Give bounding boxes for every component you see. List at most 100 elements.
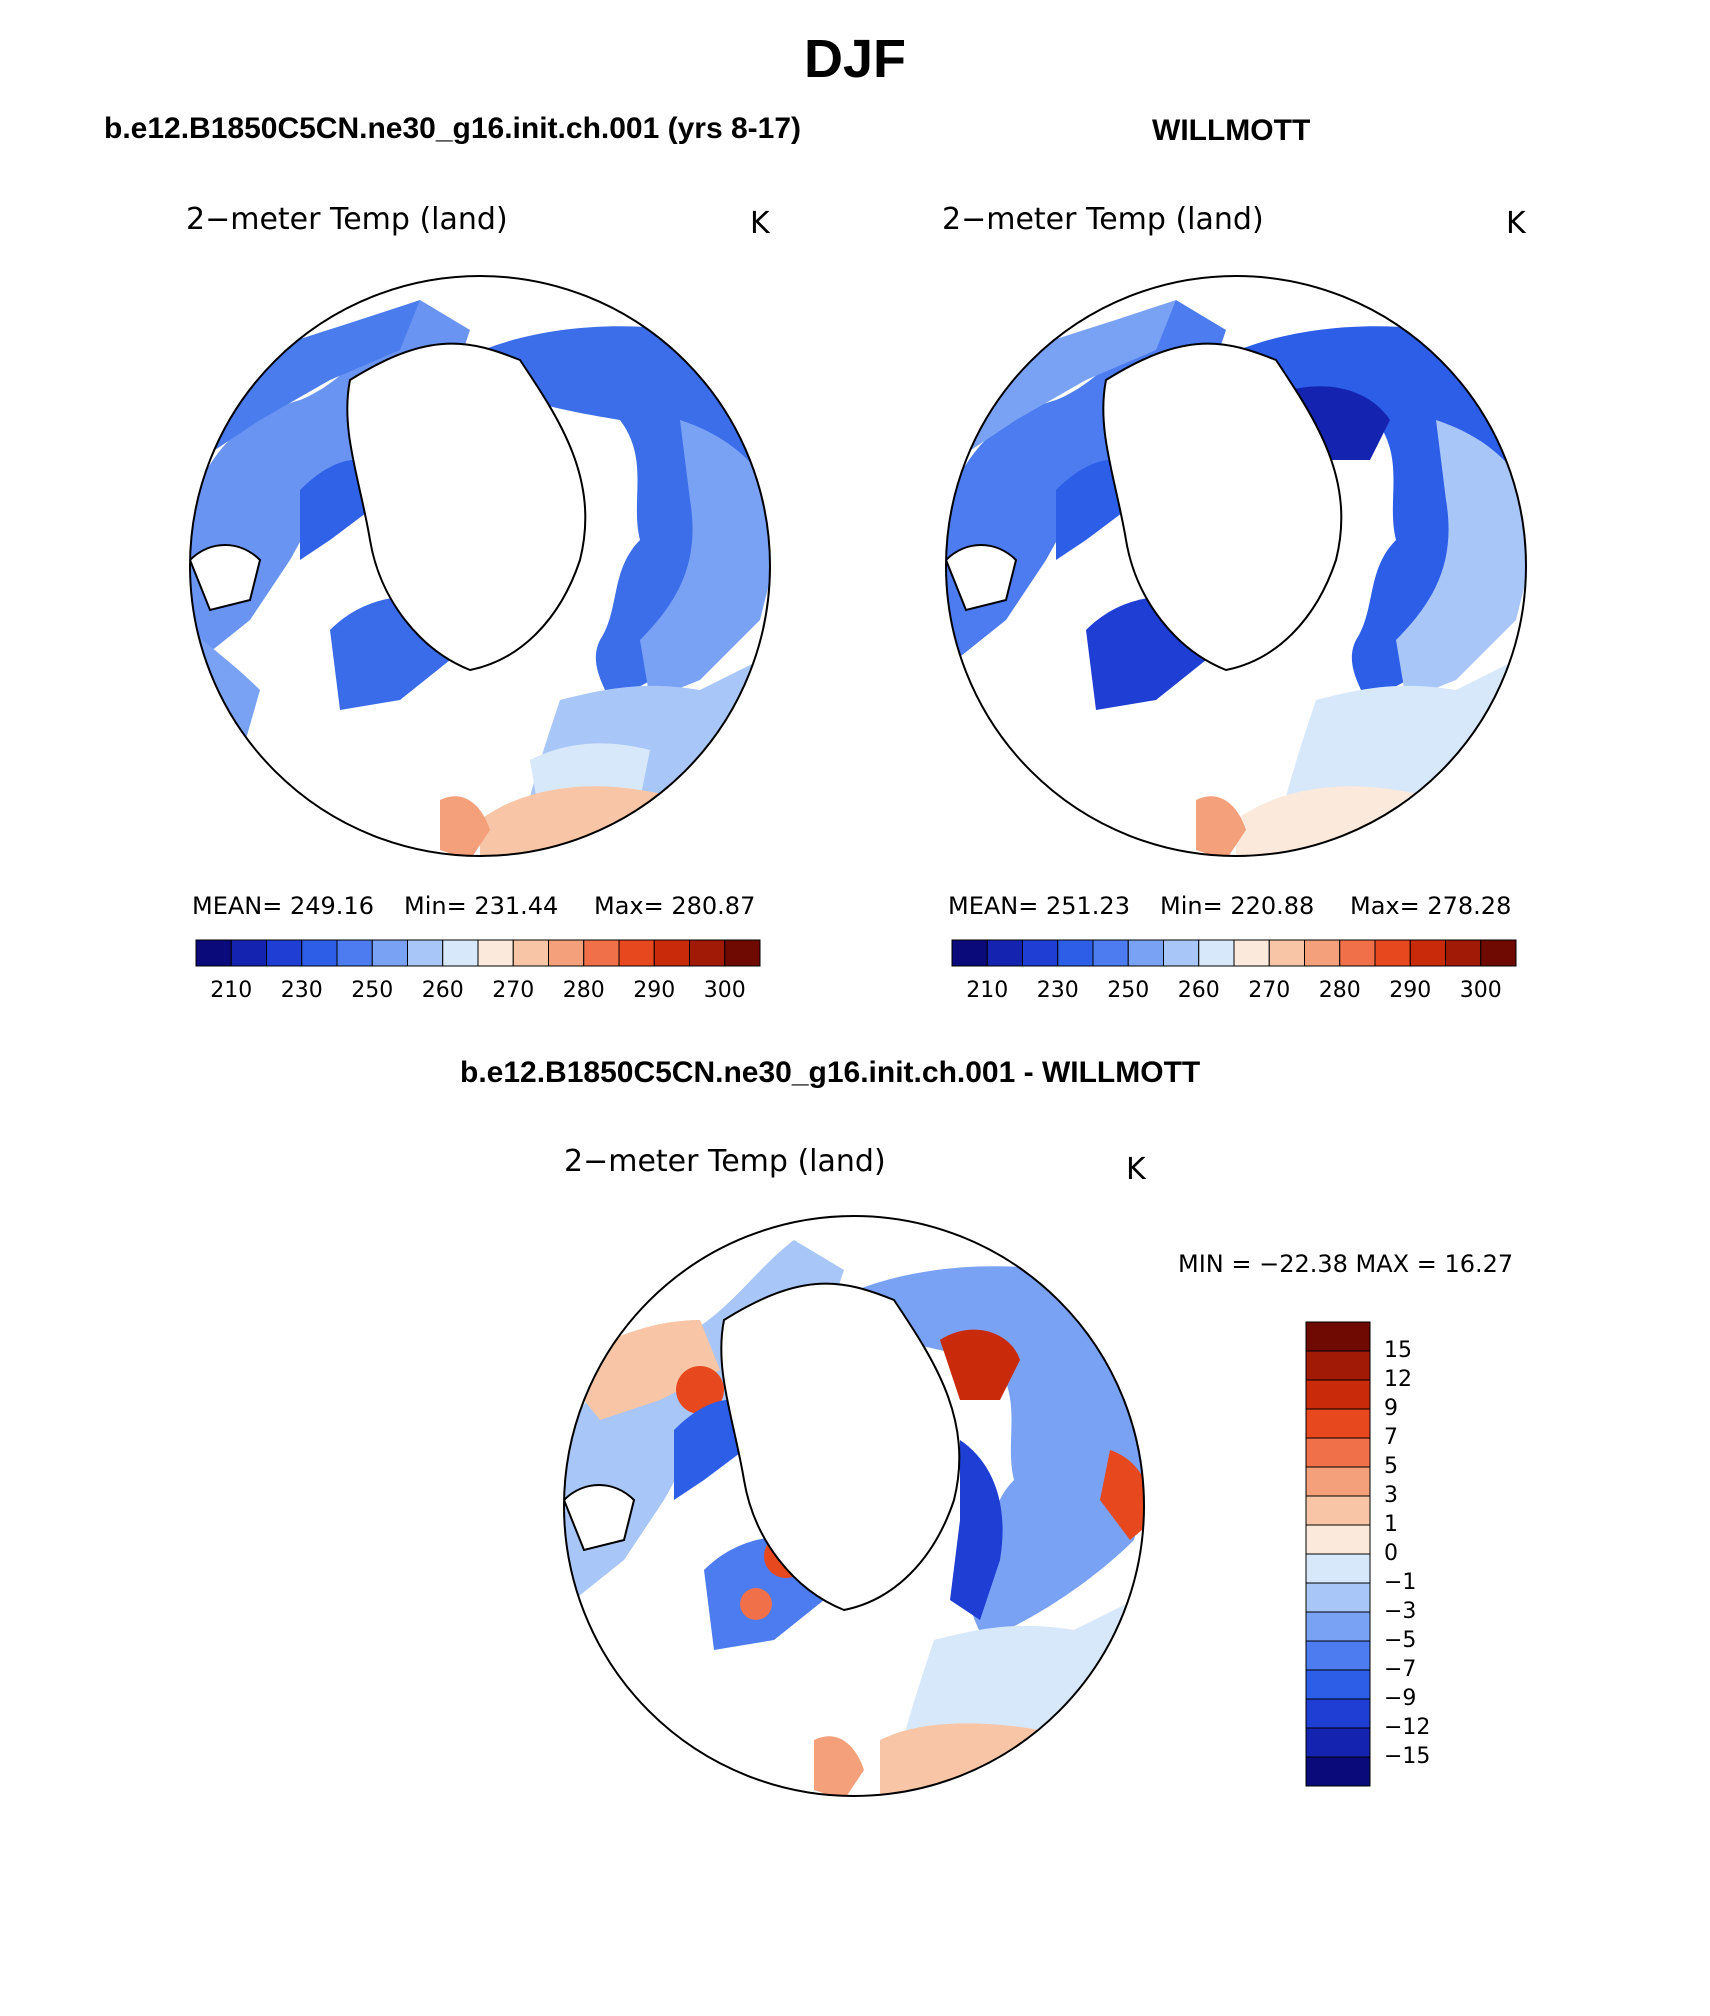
model-colorbar-tick-label: 250 xyxy=(351,978,394,1003)
obs-colorbar xyxy=(951,939,1517,967)
diff-colorbar-box xyxy=(1305,1408,1371,1439)
diff-colorbar-box xyxy=(1305,1611,1371,1642)
model-colorbar-box xyxy=(583,939,620,967)
model-arctic-ocean xyxy=(346,342,587,672)
model-colorbar-box xyxy=(442,939,479,967)
diff-minmax-stat: MIN = −22.38 MAX = 16.27 xyxy=(1178,1250,1514,1278)
model-colorbar-box xyxy=(407,939,444,967)
diff-colorbar xyxy=(1305,1321,1371,1787)
obs-map xyxy=(946,276,1526,856)
obs-min-stat: Min= 220.88 xyxy=(1160,892,1315,920)
obs-arctic-ocean xyxy=(1102,342,1343,672)
diff-cold-anomaly-siberia xyxy=(950,1440,1003,1620)
figure-title: DJF xyxy=(803,29,906,89)
obs-colorbar-box xyxy=(1163,939,1200,967)
obs-variable-label: 2−meter Temp (land) xyxy=(942,202,1264,237)
obs-colorbar-box xyxy=(1022,939,1059,967)
model-colorbar-box xyxy=(689,939,726,967)
obs-colorbar-box xyxy=(1304,939,1341,967)
diff-variable-label: 2−meter Temp (land) xyxy=(564,1144,886,1179)
model-min-stat: Min= 231.44 xyxy=(404,892,559,920)
diff-colorbar-tick-label: −12 xyxy=(1384,1715,1431,1740)
obs-colorbar-box xyxy=(1233,939,1270,967)
diff-colorbar-box xyxy=(1305,1756,1371,1787)
diff-units-label: K xyxy=(1126,1152,1146,1187)
model-colorbar-box xyxy=(195,939,232,967)
diff-colorbar-box xyxy=(1305,1437,1371,1468)
diff-colorbar-box xyxy=(1305,1321,1371,1352)
diff-colorbar-tick-label: 0 xyxy=(1384,1541,1398,1566)
diff-arctic-ocean xyxy=(720,1282,961,1612)
model-colorbar-box xyxy=(724,939,761,967)
model-colorbar-box xyxy=(371,939,408,967)
diff-colorbar-tick-label: −15 xyxy=(1384,1744,1431,1769)
model-colorbar-tick-label: 280 xyxy=(562,978,605,1003)
obs-colorbar-box xyxy=(1057,939,1094,967)
obs-colorbar-tick-label: 210 xyxy=(966,978,1009,1003)
model-british-isles xyxy=(440,796,490,856)
diff-british-isles xyxy=(814,1736,864,1796)
obs-max-stat: Max= 278.28 xyxy=(1350,892,1512,920)
model-colorbar-tick-label: 210 xyxy=(210,978,253,1003)
diff-colorbar-tick-label: 7 xyxy=(1384,1425,1398,1450)
obs-colorbar-box xyxy=(1339,939,1376,967)
model-colorbar xyxy=(195,939,761,967)
diff-colorbar-tick-label: −3 xyxy=(1384,1599,1417,1624)
obs-colorbar-box xyxy=(1198,939,1235,967)
obs-colorbar-tick-label: 250 xyxy=(1107,978,1150,1003)
diff-colorbar-tick-label: 5 xyxy=(1384,1454,1398,1479)
model-colorbar-box xyxy=(230,939,267,967)
obs-colorbar-tick-label: 280 xyxy=(1318,978,1361,1003)
obs-colorbar-box xyxy=(1374,939,1411,967)
model-colorbar-tick-label: 290 xyxy=(633,978,676,1003)
diff-colorbar-tick-label: 15 xyxy=(1384,1338,1412,1363)
model-colorbar-tick-label: 230 xyxy=(280,978,323,1003)
model-colorbar-box xyxy=(618,939,655,967)
diff-colorbar-tick-label: 12 xyxy=(1384,1367,1412,1392)
obs-colorbar-tick-label: 290 xyxy=(1389,978,1432,1003)
obs-british-isles xyxy=(1196,796,1246,856)
diff-colorbar-box xyxy=(1305,1669,1371,1700)
diff-hudson-bay xyxy=(564,1484,636,1552)
model-colorbar-box xyxy=(548,939,585,967)
diff-colorbar-tick-label: −9 xyxy=(1384,1686,1417,1711)
model-units-label: K xyxy=(750,206,770,241)
obs-colorbar-box xyxy=(951,939,988,967)
diff-colorbar-box xyxy=(1305,1727,1371,1758)
diff-colorbar-box xyxy=(1305,1553,1371,1584)
diff-colorbar-tick-label: −7 xyxy=(1384,1657,1417,1682)
obs-colorbar-box xyxy=(1092,939,1129,967)
model-hudson-bay xyxy=(190,544,262,612)
obs-colorbar-tick-label: 300 xyxy=(1459,978,1502,1003)
obs-units-label: K xyxy=(1506,206,1526,241)
diff-colorbar-box xyxy=(1305,1379,1371,1410)
model-max-stat: Max= 280.87 xyxy=(594,892,756,920)
obs-colorbar-box xyxy=(1127,939,1164,967)
model-colorbar-box xyxy=(477,939,514,967)
model-colorbar-tick-label: 300 xyxy=(703,978,746,1003)
obs-colorbar-box xyxy=(1445,939,1482,967)
model-colorbar-tick-label: 260 xyxy=(421,978,464,1003)
obs-mean-stat: MEAN= 251.23 xyxy=(948,892,1130,920)
diff-map xyxy=(564,1216,1144,1796)
model-colorbar-box xyxy=(266,939,303,967)
model-colorbar-tick-label: 270 xyxy=(492,978,535,1003)
model-colorbar-box xyxy=(512,939,549,967)
obs-colorbar-tick-label: 230 xyxy=(1036,978,1079,1003)
diff-warm-anomaly-siberia xyxy=(940,1329,1020,1400)
diff-colorbar-box xyxy=(1305,1350,1371,1381)
obs-colorbar-box xyxy=(1268,939,1305,967)
model-mean-stat: MEAN= 249.16 xyxy=(192,892,374,920)
model-map xyxy=(190,276,770,856)
obs-colorbar-tick-label: 260 xyxy=(1177,978,1220,1003)
model-colorbar-box xyxy=(336,939,373,967)
diff-colorbar-box xyxy=(1305,1466,1371,1497)
diff-colorbar-tick-label: 3 xyxy=(1384,1483,1398,1508)
diff-colorbar-tick-label: −5 xyxy=(1384,1628,1417,1653)
model-map-border xyxy=(189,275,771,857)
diff-run-title: b.e12.B1850C5CN.ne30_g16.init.ch.001 - W… xyxy=(460,1056,1201,1089)
diff-colorbar-box xyxy=(1305,1640,1371,1671)
diff-colorbar-box xyxy=(1305,1582,1371,1613)
diff-colorbar-box xyxy=(1305,1698,1371,1729)
